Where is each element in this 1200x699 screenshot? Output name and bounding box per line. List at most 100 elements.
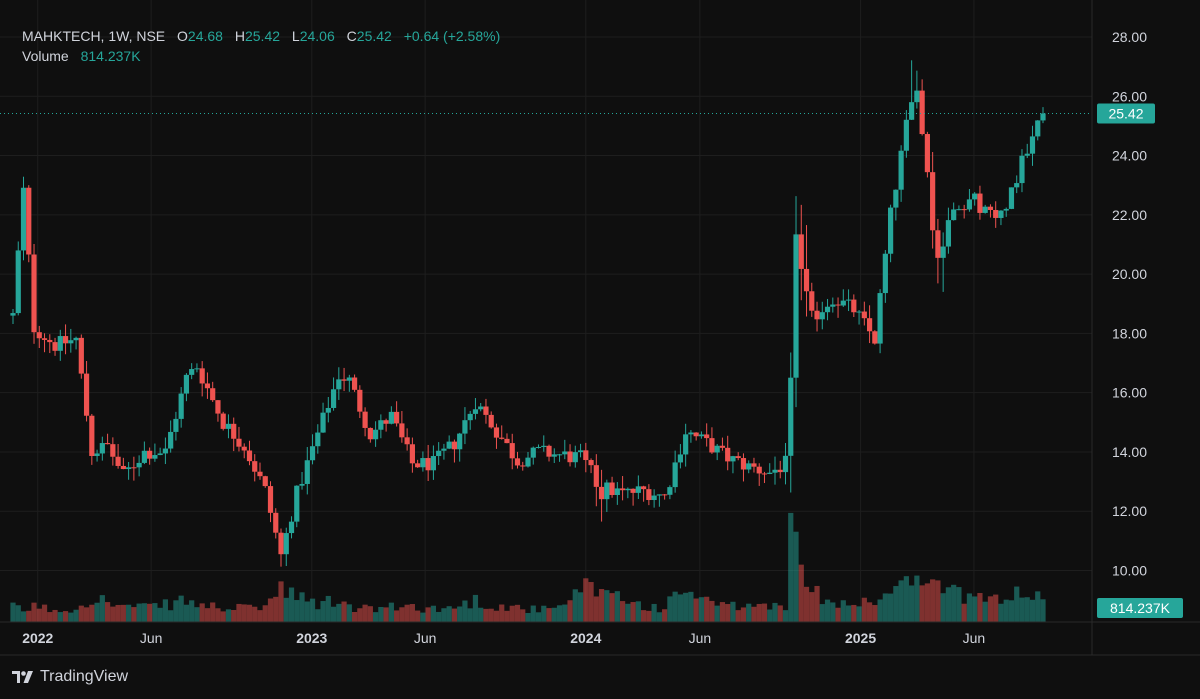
volume-bar xyxy=(793,531,799,622)
candle-body xyxy=(740,458,747,470)
time-tick-label: 2024 xyxy=(570,630,601,646)
volume-bar xyxy=(252,606,258,622)
volume-bar xyxy=(10,602,16,622)
candle-body xyxy=(68,340,74,344)
candle-body xyxy=(141,450,147,463)
candle-body xyxy=(26,187,32,255)
candle-body xyxy=(824,306,831,313)
candle-body xyxy=(914,90,920,103)
candle-body xyxy=(972,193,978,200)
time-axis: 2022 Jun 2023 Jun 2024 Jun 2025 Jun xyxy=(22,630,985,646)
candle-body xyxy=(882,253,888,294)
candles xyxy=(10,60,1046,567)
candle-body xyxy=(472,409,479,414)
volume-bar xyxy=(436,611,442,622)
candle-body xyxy=(168,431,174,449)
candle-body xyxy=(173,418,179,432)
candle-body xyxy=(830,304,836,307)
candle-body xyxy=(777,469,783,473)
time-tick-label: Jun xyxy=(689,630,712,646)
volume-bar xyxy=(430,605,437,622)
candle-body xyxy=(126,467,132,470)
volume-bar xyxy=(756,603,762,622)
candle-body xyxy=(1019,155,1025,184)
candle-body xyxy=(614,488,620,495)
volume-bar xyxy=(761,603,768,622)
volume-bar xyxy=(772,602,778,622)
candle-body xyxy=(20,187,27,251)
candle-body xyxy=(425,458,431,471)
candle-body xyxy=(730,456,736,462)
volume-bar xyxy=(394,610,400,622)
candle-body xyxy=(693,432,699,437)
volume-bar xyxy=(457,606,463,622)
volume-bar xyxy=(147,603,153,622)
candle-body xyxy=(47,339,53,343)
volume-bar xyxy=(845,605,852,622)
volume-bar xyxy=(714,605,720,622)
price-tick-label: 20.00 xyxy=(1112,266,1147,282)
candle-body xyxy=(667,487,673,495)
price-tick-label: 10.00 xyxy=(1112,563,1147,579)
volume-bar xyxy=(604,590,610,622)
candle-body xyxy=(178,393,184,419)
candle-body xyxy=(252,461,258,472)
price-tick-label: 16.00 xyxy=(1112,385,1147,401)
candle-body xyxy=(966,199,973,210)
volume-bar xyxy=(646,610,652,622)
candle-body xyxy=(567,451,573,463)
volume-bar xyxy=(1024,597,1030,622)
open-value: 24.68 xyxy=(187,28,223,44)
candle-body xyxy=(641,486,647,490)
volume-bar xyxy=(830,602,836,622)
volume-bar xyxy=(751,606,757,622)
volume-bar xyxy=(499,604,505,622)
tradingview-brand[interactable]: TradingView xyxy=(12,668,128,686)
price-axis: 28.00 26.00 24.00 22.00 20.00 18.00 16.00 14.00… xyxy=(1112,29,1147,579)
volume-bar xyxy=(730,601,736,622)
volume-bar xyxy=(126,604,132,622)
volume-bar xyxy=(341,601,347,622)
volume-bar xyxy=(493,610,500,622)
candle-body xyxy=(420,458,426,468)
volume-bar xyxy=(157,607,163,622)
candle-body xyxy=(225,423,232,429)
candle-body xyxy=(457,433,463,450)
volume-bar xyxy=(598,589,605,622)
candle-body xyxy=(15,250,21,314)
volume-bar xyxy=(336,603,342,622)
volume-bar xyxy=(982,601,988,622)
volume-bar xyxy=(861,597,867,622)
volume-bar xyxy=(583,578,589,622)
candle-body xyxy=(583,450,589,461)
candle-body xyxy=(520,465,526,467)
volume-bar xyxy=(115,604,121,622)
volume-bar xyxy=(1008,600,1015,622)
volume-bar xyxy=(183,604,190,622)
volume-bar xyxy=(451,608,458,622)
candle-body xyxy=(840,300,846,306)
candle-body xyxy=(588,460,594,466)
candle-body xyxy=(698,434,705,437)
volume-bar xyxy=(1014,586,1020,622)
volume-bar xyxy=(551,607,557,622)
candle-body xyxy=(856,311,862,313)
volume-bar xyxy=(877,599,883,622)
candle-body xyxy=(604,482,610,500)
candle-body xyxy=(346,377,352,381)
volume-bar xyxy=(767,609,773,622)
candle-body xyxy=(31,254,37,333)
symbol-label[interactable]: MAHKTECH, 1W, NSE xyxy=(22,28,166,44)
volume-bar xyxy=(189,600,195,622)
candle-body xyxy=(304,460,310,484)
candle-body xyxy=(493,427,500,438)
volume-bar xyxy=(530,605,536,622)
candle-body xyxy=(341,379,347,381)
volume-bar xyxy=(47,612,53,622)
candle-body xyxy=(89,415,95,456)
volume-bar xyxy=(972,596,978,622)
candle-body xyxy=(136,462,142,468)
candle-body xyxy=(52,342,58,351)
volume-bar xyxy=(330,606,337,622)
